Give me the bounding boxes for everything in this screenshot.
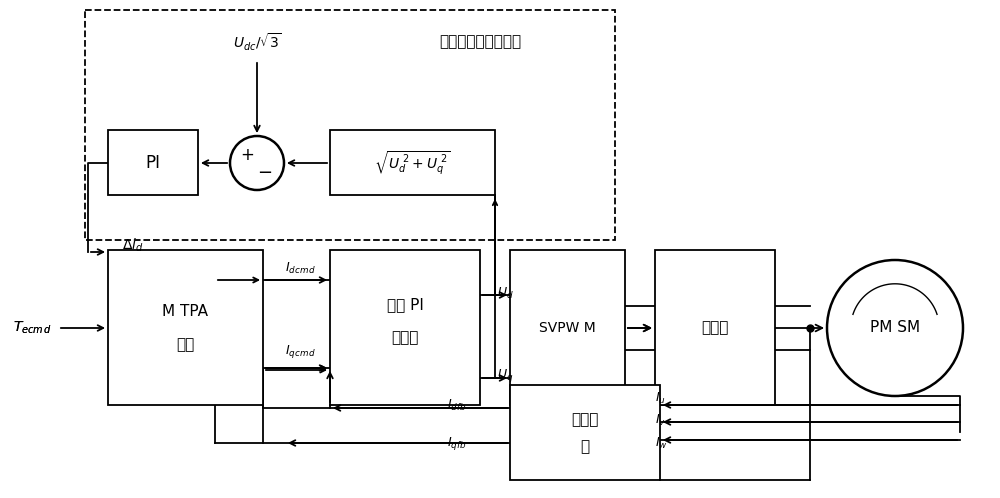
Text: SVPW M: SVPW M <box>539 321 595 335</box>
Text: $U_q$: $U_q$ <box>497 367 513 383</box>
Text: 调节器: 调节器 <box>391 331 419 346</box>
Text: $I_v$: $I_v$ <box>655 412 666 428</box>
Text: $I_{qfb}$: $I_{qfb}$ <box>447 434 466 452</box>
Circle shape <box>827 260 963 396</box>
Text: 电流 PI: 电流 PI <box>387 297 423 313</box>
Bar <box>85 10 615 240</box>
Text: PI: PI <box>146 154 160 172</box>
Text: 逆变器: 逆变器 <box>701 321 729 336</box>
Text: 查表: 查表 <box>176 338 194 353</box>
Text: $I_w$: $I_w$ <box>655 435 668 451</box>
Bar <box>655 250 775 405</box>
Bar <box>330 250 480 405</box>
Text: $\sqrt{U_d^{\ 2}+U_q^{\ 2}}$: $\sqrt{U_d^{\ 2}+U_q^{\ 2}}$ <box>374 149 450 177</box>
Bar <box>108 250 263 405</box>
Bar <box>510 250 625 405</box>
Text: 换: 换 <box>580 440 590 455</box>
Text: $I_u$: $I_u$ <box>655 390 666 405</box>
Text: $T_{ecm\,d}$: $T_{ecm\,d}$ <box>13 320 53 336</box>
Bar <box>510 385 660 480</box>
Text: $T_{ecm\,d}$: $T_{ecm\,d}$ <box>13 320 53 336</box>
Text: $I_{dfb}$: $I_{dfb}$ <box>447 397 466 412</box>
Text: M TPA: M TPA <box>162 304 208 320</box>
Text: −: − <box>257 164 273 182</box>
Text: 电压负反馈弱磁方法: 电压负反馈弱磁方法 <box>439 34 521 49</box>
Text: $I_{dcm\,d}$: $I_{dcm\,d}$ <box>285 260 317 275</box>
Circle shape <box>230 136 284 190</box>
Text: PM SM: PM SM <box>870 321 920 336</box>
Text: 坐标变: 坐标变 <box>571 412 599 427</box>
Text: $U_{dc}/\sqrt{3}$: $U_{dc}/\sqrt{3}$ <box>233 31 281 53</box>
Bar <box>330 130 495 195</box>
Text: $U_d$: $U_d$ <box>497 285 514 301</box>
Bar <box>108 130 198 195</box>
Text: $\Delta i_d$: $\Delta i_d$ <box>122 236 144 253</box>
Text: +: + <box>240 146 254 164</box>
Text: $I_{qcm\,d}$: $I_{qcm\,d}$ <box>285 344 317 361</box>
